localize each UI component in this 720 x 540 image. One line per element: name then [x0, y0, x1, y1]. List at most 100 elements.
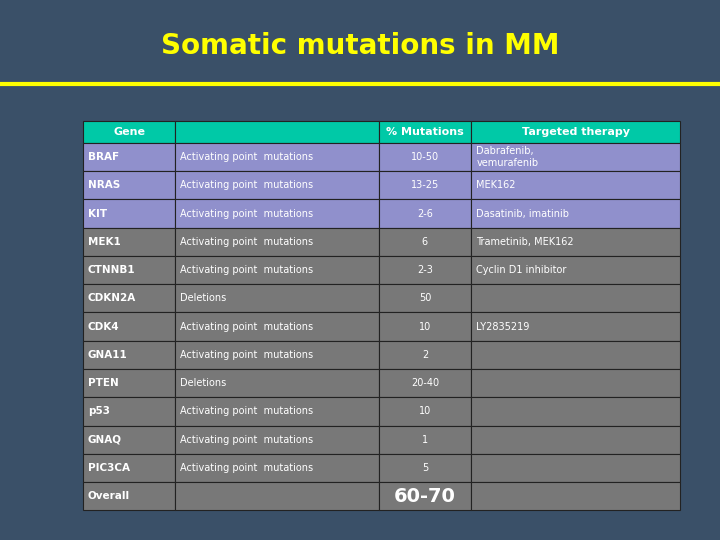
Text: Activating point  mutations: Activating point mutations [181, 435, 314, 444]
Text: Trametinib, MEK162: Trametinib, MEK162 [476, 237, 574, 247]
Bar [471, 313, 680, 341]
Text: Somatic mutations in MM: Somatic mutations in MM [161, 32, 559, 60]
Text: Activating point  mutations: Activating point mutations [181, 463, 314, 473]
Text: Deletions: Deletions [181, 293, 227, 303]
Bar [176, 426, 379, 454]
Bar [379, 454, 471, 482]
Text: p53: p53 [88, 407, 110, 416]
Text: 1: 1 [422, 435, 428, 444]
Text: Overall: Overall [88, 491, 130, 501]
Text: 5: 5 [422, 463, 428, 473]
Bar [83, 397, 176, 426]
Text: Gene: Gene [113, 127, 145, 137]
Text: GNA11: GNA11 [88, 350, 127, 360]
Bar [83, 256, 176, 284]
Text: Activating point  mutations: Activating point mutations [181, 237, 314, 247]
Text: 2: 2 [422, 350, 428, 360]
Text: PTEN: PTEN [88, 378, 119, 388]
Text: 20-40: 20-40 [411, 378, 439, 388]
Bar [471, 426, 680, 454]
Text: NRAS: NRAS [88, 180, 120, 190]
Text: 10: 10 [419, 322, 431, 332]
Bar [83, 313, 176, 341]
Text: Targeted therapy: Targeted therapy [522, 127, 630, 137]
Text: MEK162: MEK162 [476, 180, 516, 190]
Bar [379, 426, 471, 454]
Bar [471, 454, 680, 482]
Bar [379, 256, 471, 284]
Bar [471, 397, 680, 426]
Bar [83, 228, 176, 256]
Bar [471, 284, 680, 313]
Bar [379, 228, 471, 256]
Text: 60-70: 60-70 [394, 487, 456, 505]
Bar [176, 482, 379, 510]
Text: Cyclin D1 inhibitor: Cyclin D1 inhibitor [476, 265, 567, 275]
Text: Dasatinib, imatinib: Dasatinib, imatinib [476, 208, 570, 219]
Bar [176, 143, 379, 171]
Bar [471, 199, 680, 228]
Bar [176, 199, 379, 228]
Bar [83, 122, 176, 143]
Text: Activating point  mutations: Activating point mutations [181, 265, 314, 275]
Bar [83, 284, 176, 313]
Bar [379, 122, 471, 143]
Text: GNAQ: GNAQ [88, 435, 122, 444]
Text: 6: 6 [422, 237, 428, 247]
Bar [176, 341, 379, 369]
Bar [176, 171, 379, 199]
Bar [471, 143, 680, 171]
Text: Activating point  mutations: Activating point mutations [181, 350, 314, 360]
Bar [176, 228, 379, 256]
Text: 13-25: 13-25 [411, 180, 439, 190]
Text: 50: 50 [419, 293, 431, 303]
Bar [471, 482, 680, 510]
Text: % Mutations: % Mutations [386, 127, 464, 137]
Text: 2-6: 2-6 [417, 208, 433, 219]
Text: Activating point  mutations: Activating point mutations [181, 180, 314, 190]
Text: 10-50: 10-50 [411, 152, 439, 162]
Bar [176, 122, 379, 143]
Bar [83, 171, 176, 199]
Bar [83, 369, 176, 397]
Text: CDK4: CDK4 [88, 322, 120, 332]
Text: Activating point  mutations: Activating point mutations [181, 322, 314, 332]
Bar [379, 482, 471, 510]
Bar [83, 426, 176, 454]
Bar [379, 313, 471, 341]
Text: CDKN2A: CDKN2A [88, 293, 136, 303]
Text: PIC3CA: PIC3CA [88, 463, 130, 473]
Bar [471, 256, 680, 284]
Text: 2-3: 2-3 [417, 265, 433, 275]
Bar [83, 482, 176, 510]
Bar [379, 397, 471, 426]
Bar [176, 397, 379, 426]
Bar [176, 454, 379, 482]
Text: Activating point  mutations: Activating point mutations [181, 208, 314, 219]
Text: Activating point  mutations: Activating point mutations [181, 152, 314, 162]
Bar [176, 369, 379, 397]
Text: KIT: KIT [88, 208, 107, 219]
Bar [379, 284, 471, 313]
Bar [379, 143, 471, 171]
Bar [379, 171, 471, 199]
Bar [83, 454, 176, 482]
Bar [471, 171, 680, 199]
Bar [176, 313, 379, 341]
Text: CTNNB1: CTNNB1 [88, 265, 135, 275]
Bar [471, 369, 680, 397]
Text: BRAF: BRAF [88, 152, 119, 162]
Text: 10: 10 [419, 407, 431, 416]
Bar [176, 284, 379, 313]
Text: Dabrafenib,
vemurafenib: Dabrafenib, vemurafenib [476, 146, 539, 168]
Text: MEK1: MEK1 [88, 237, 120, 247]
Text: Deletions: Deletions [181, 378, 227, 388]
Text: Activating point  mutations: Activating point mutations [181, 407, 314, 416]
Text: LY2835219: LY2835219 [476, 322, 530, 332]
Bar [471, 228, 680, 256]
Bar [379, 341, 471, 369]
Bar [83, 143, 176, 171]
Bar [379, 199, 471, 228]
Bar [471, 122, 680, 143]
Bar [471, 341, 680, 369]
